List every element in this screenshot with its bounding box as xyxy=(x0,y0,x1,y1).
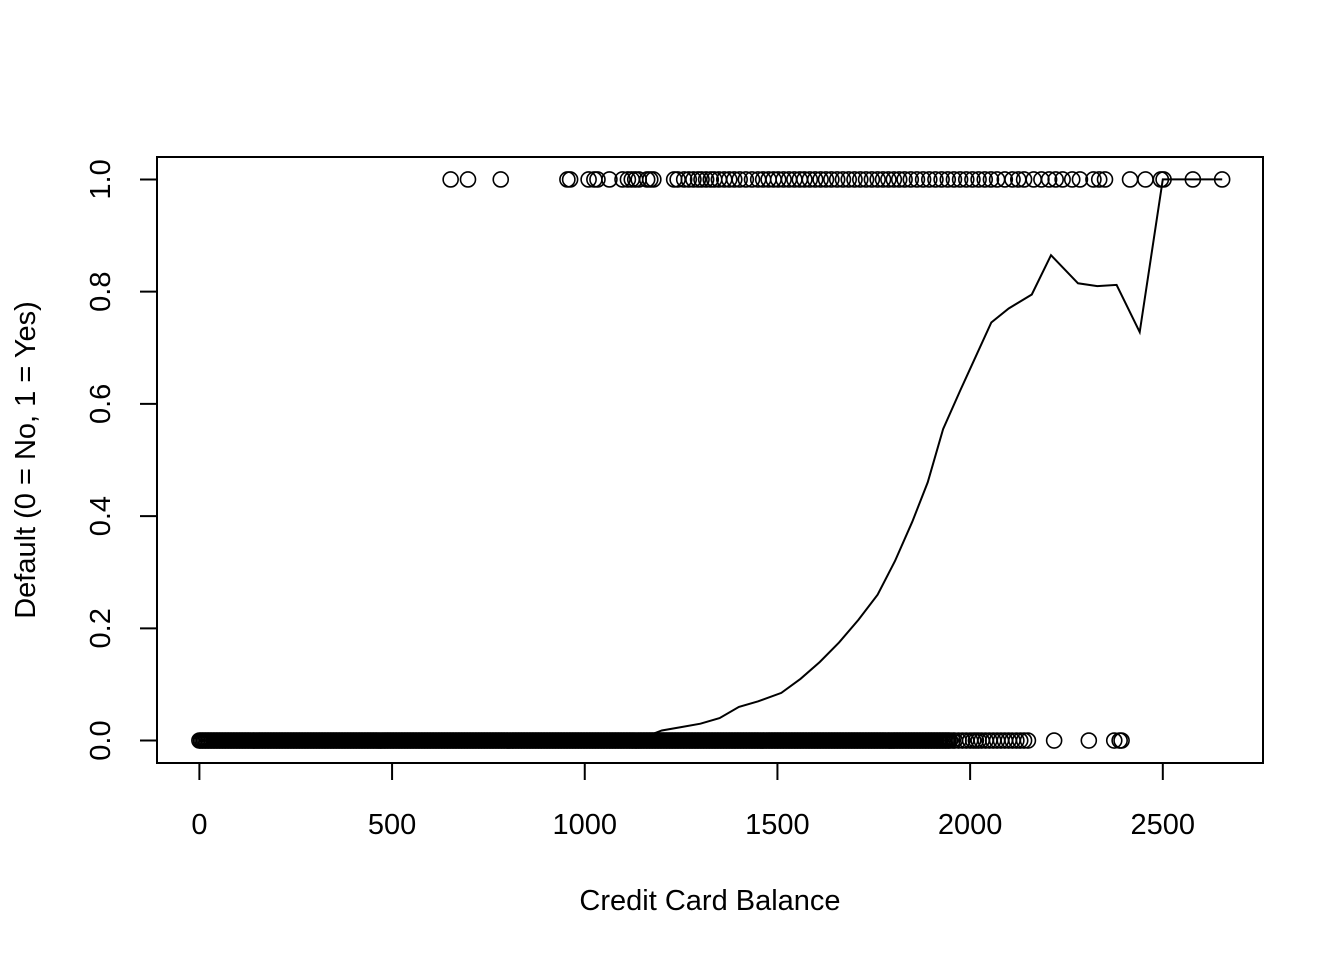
data-point xyxy=(927,171,944,188)
data-point xyxy=(743,171,761,188)
data-point xyxy=(933,171,950,188)
data-point xyxy=(954,732,971,749)
data-point xyxy=(896,171,913,188)
data-point xyxy=(945,171,963,188)
data-point xyxy=(951,171,969,188)
data-point xyxy=(796,171,813,188)
data-point xyxy=(1071,171,1089,188)
x-tick-label: 1500 xyxy=(745,809,810,841)
data-point xyxy=(680,171,698,188)
y-tick-label: 0.4 xyxy=(85,496,117,536)
data-point xyxy=(693,171,710,188)
data-point xyxy=(492,171,510,188)
data-point xyxy=(1019,732,1037,749)
data-point xyxy=(459,171,477,188)
data-point xyxy=(863,171,881,188)
y-tick-label: 0.0 xyxy=(85,720,117,760)
data-point xyxy=(1137,171,1154,188)
data-point xyxy=(1008,732,1025,749)
data-point xyxy=(1047,171,1064,188)
data-points xyxy=(191,171,1231,749)
data-point xyxy=(828,171,846,188)
data-point xyxy=(880,171,897,188)
x-axis-title: Credit Card Balance xyxy=(579,885,840,917)
data-point xyxy=(846,171,863,188)
y-tick-label: 1.0 xyxy=(85,159,117,199)
data-point xyxy=(1040,171,1058,188)
data-point xyxy=(996,171,1014,188)
data-point xyxy=(869,171,886,188)
data-point xyxy=(823,171,840,188)
data-point xyxy=(902,171,920,188)
data-point xyxy=(720,171,738,188)
data-point xyxy=(840,171,858,188)
x-tick-label: 0 xyxy=(191,809,207,841)
data-point xyxy=(1045,732,1063,749)
data-point xyxy=(851,171,869,188)
data-point xyxy=(908,171,926,188)
data-point xyxy=(685,171,702,188)
y-axis-title: Default (0 = No, 1 = Yes) xyxy=(10,301,42,619)
data-point xyxy=(731,171,748,188)
data-point xyxy=(725,171,743,188)
data-point xyxy=(769,171,787,188)
data-point xyxy=(675,171,693,188)
data-point xyxy=(1090,171,1108,188)
data-point xyxy=(737,171,755,188)
data-point xyxy=(964,171,981,188)
data-point xyxy=(890,171,908,188)
data-point xyxy=(775,171,792,188)
data-point xyxy=(1105,732,1123,749)
data-point xyxy=(561,171,579,188)
data-point xyxy=(645,171,662,188)
data-point xyxy=(614,171,631,188)
data-point xyxy=(619,171,637,188)
data-point xyxy=(939,171,957,188)
data-point xyxy=(1085,171,1102,188)
data-point xyxy=(601,171,618,188)
data-point xyxy=(874,171,892,188)
data-point xyxy=(580,171,597,188)
data-point xyxy=(801,171,819,188)
data-point xyxy=(817,171,835,188)
data-point xyxy=(976,171,994,188)
data-point xyxy=(982,171,1000,188)
data-point xyxy=(914,171,932,188)
y-tick-label: 0.8 xyxy=(85,272,117,312)
data-point xyxy=(1080,732,1098,749)
data-point xyxy=(1054,171,1071,188)
x-tick-label: 1000 xyxy=(552,809,617,841)
data-point xyxy=(1096,171,1114,188)
x-tick-label: 2500 xyxy=(1131,809,1196,841)
data-point xyxy=(806,171,824,188)
y-tick-label: 0.2 xyxy=(85,608,117,648)
data-point xyxy=(857,171,875,188)
x-tick-label: 500 xyxy=(368,809,416,841)
fitted-probability-line xyxy=(199,178,1223,742)
x-tick-label: 2000 xyxy=(938,809,1003,841)
x-axis: 0 500 1000 1500 2000 2500 xyxy=(191,762,1196,841)
data-point xyxy=(1015,732,1033,749)
data-point xyxy=(1063,171,1081,188)
plot-frame xyxy=(156,156,1264,764)
y-tick-label: 0.6 xyxy=(85,384,117,424)
y-axis: 0.0 0.2 0.4 0.6 0.8 1.0 xyxy=(85,159,158,761)
data-point xyxy=(885,171,903,188)
data-point xyxy=(641,171,659,188)
data-point xyxy=(812,171,829,188)
data-point xyxy=(1113,732,1130,749)
data-point xyxy=(970,171,987,188)
data-point xyxy=(957,171,975,188)
data-point xyxy=(697,171,715,188)
data-point xyxy=(1015,171,1033,188)
data-point xyxy=(1121,171,1139,188)
data-point xyxy=(589,171,606,188)
data-point xyxy=(1004,171,1021,188)
data-point xyxy=(442,171,459,188)
data-point xyxy=(1011,732,1029,749)
data-point xyxy=(834,171,852,188)
data-point xyxy=(920,171,938,188)
